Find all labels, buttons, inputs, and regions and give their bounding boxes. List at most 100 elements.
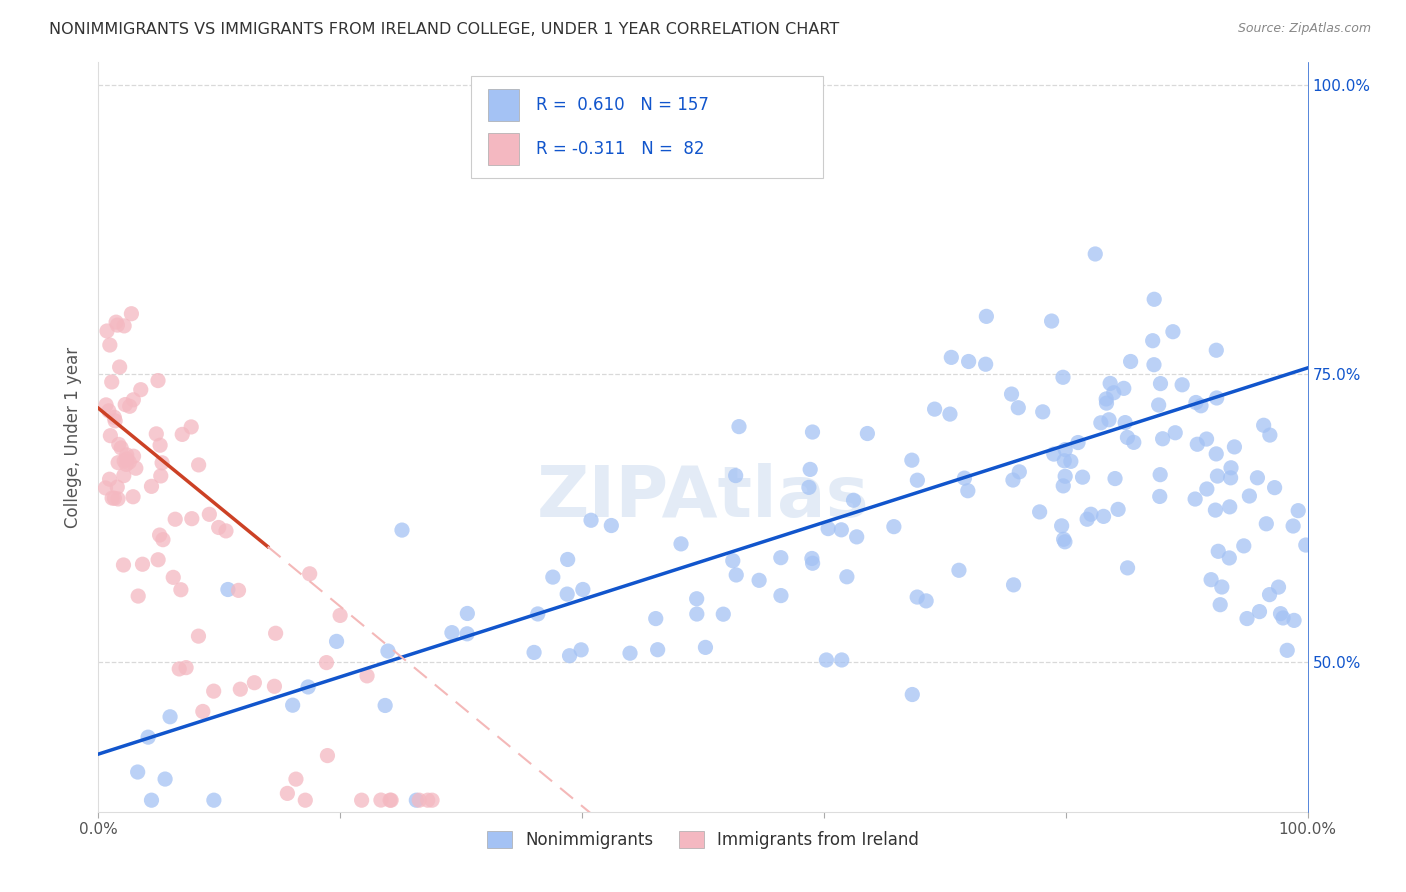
Point	[725, 568, 748, 582]
Point	[1052, 479, 1074, 493]
Point	[170, 582, 193, 597]
Point	[408, 793, 430, 807]
Point	[100, 428, 122, 442]
Point	[129, 383, 152, 397]
Point	[856, 426, 879, 441]
Point	[1060, 454, 1083, 468]
Point	[114, 398, 136, 412]
Point	[1053, 454, 1076, 468]
Point	[526, 607, 548, 621]
Point	[174, 660, 197, 674]
Point	[391, 523, 413, 537]
Point	[1114, 416, 1136, 430]
Point	[1002, 578, 1025, 592]
Point	[1116, 430, 1139, 444]
Point	[835, 570, 858, 584]
Point	[1282, 614, 1305, 628]
Point	[1001, 473, 1024, 487]
Point	[131, 558, 153, 572]
Point	[1270, 607, 1292, 621]
Point	[112, 454, 135, 468]
Point	[1220, 460, 1243, 475]
Point	[1187, 437, 1209, 451]
Point	[801, 425, 824, 439]
Point	[325, 634, 347, 648]
Point	[243, 675, 266, 690]
Point	[165, 512, 187, 526]
Point	[1143, 293, 1166, 307]
Point	[108, 359, 131, 374]
Text: ZIPAtlas: ZIPAtlas	[537, 463, 869, 532]
Point	[149, 528, 172, 542]
Point	[122, 449, 145, 463]
Point	[845, 530, 868, 544]
Point	[800, 551, 823, 566]
Point	[141, 479, 163, 493]
Point	[112, 318, 135, 333]
Point	[1042, 447, 1064, 461]
Text: Source: ZipAtlas.com: Source: ZipAtlas.com	[1237, 22, 1371, 36]
Point	[1067, 435, 1090, 450]
Point	[1206, 469, 1229, 483]
Point	[356, 669, 378, 683]
Point	[1205, 391, 1227, 405]
Point	[167, 662, 190, 676]
Point	[523, 645, 546, 659]
Point	[1152, 432, 1174, 446]
Point	[842, 493, 865, 508]
Point	[1092, 509, 1115, 524]
Point	[107, 437, 129, 451]
Point	[1122, 435, 1144, 450]
Point	[1219, 500, 1241, 514]
Point	[115, 448, 138, 462]
Point	[830, 523, 852, 537]
Point	[120, 307, 142, 321]
Point	[619, 646, 641, 660]
Point	[1095, 392, 1118, 406]
Point	[1164, 425, 1187, 440]
Point	[180, 511, 202, 525]
Point	[711, 607, 734, 622]
Point	[264, 626, 287, 640]
Point	[1282, 519, 1305, 533]
Point	[1253, 418, 1275, 433]
Point	[1098, 413, 1121, 427]
Point	[440, 625, 463, 640]
Point	[915, 594, 938, 608]
Point	[976, 310, 998, 324]
Point	[974, 357, 997, 371]
Point	[1272, 611, 1295, 625]
Point	[1219, 471, 1241, 485]
Point	[145, 426, 167, 441]
Point	[1040, 314, 1063, 328]
Point	[374, 698, 396, 713]
Point	[101, 491, 124, 505]
Point	[380, 793, 402, 807]
Point	[1199, 573, 1222, 587]
Point	[1264, 481, 1286, 495]
Point	[127, 589, 149, 603]
Point	[600, 518, 623, 533]
Point	[284, 772, 307, 786]
Point	[100, 375, 122, 389]
Point	[107, 456, 129, 470]
Point	[572, 582, 595, 597]
Point	[153, 772, 176, 786]
Point	[1102, 385, 1125, 400]
Point	[748, 574, 770, 588]
Point	[721, 554, 744, 568]
Point	[1008, 465, 1031, 479]
Point	[1076, 512, 1098, 526]
Point	[115, 458, 138, 472]
Point	[1032, 405, 1054, 419]
Point	[1161, 325, 1184, 339]
Point	[1184, 491, 1206, 506]
Point	[1211, 580, 1233, 594]
Point	[901, 688, 924, 702]
Point	[1090, 416, 1112, 430]
Point	[1258, 428, 1281, 442]
Point	[191, 705, 214, 719]
Point	[953, 471, 976, 485]
Point	[1206, 544, 1229, 558]
Point	[294, 793, 316, 807]
